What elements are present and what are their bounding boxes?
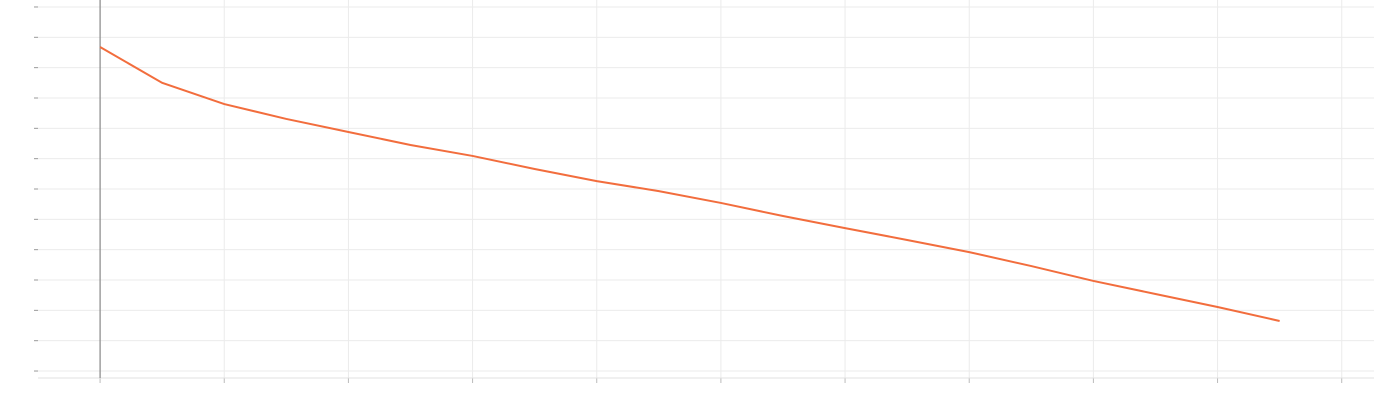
line-series — [99, 46, 1280, 322]
